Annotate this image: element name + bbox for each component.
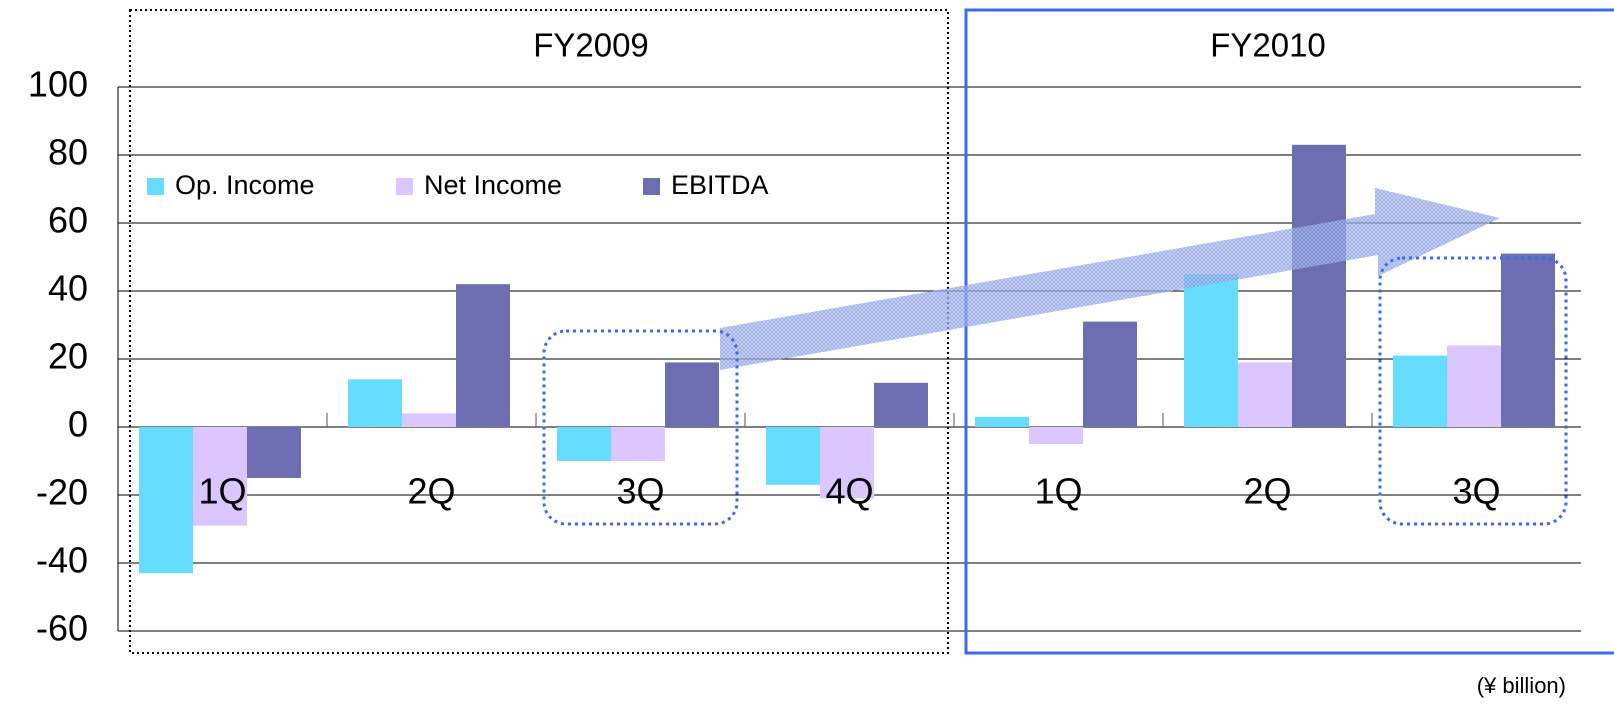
y-tick-label: 100 [28, 64, 88, 105]
y-tick-label: -20 [36, 472, 88, 513]
y-tick-label: 60 [48, 200, 88, 241]
x-tick-label: 4Q [825, 471, 873, 512]
x-tick-label: 1Q [198, 471, 246, 512]
bar [975, 416, 1029, 427]
x-tick-label: 2Q [407, 471, 455, 512]
legend-swatch [396, 178, 413, 195]
trend-arrow [720, 188, 1500, 370]
x-tick-label: 3Q [1452, 471, 1500, 512]
fy2010-box [964, 8, 1614, 655]
bar [1393, 355, 1447, 427]
fy2009-box [129, 9, 949, 654]
bar [874, 382, 928, 427]
bar [665, 362, 719, 427]
highlight-box [542, 329, 739, 526]
bar [611, 427, 665, 461]
bar [139, 427, 193, 574]
x-tick-label: 2Q [1243, 471, 1291, 512]
bar [348, 379, 402, 427]
legend-label: Op. Income [175, 170, 315, 200]
y-tick-label: 20 [48, 336, 88, 377]
y-tick-label: -60 [36, 608, 88, 649]
legend-label: EBITDA [671, 170, 769, 200]
bar [1184, 274, 1238, 427]
bar [1292, 144, 1346, 428]
y-tick-label: 40 [48, 268, 88, 309]
legend-label: Net Income [424, 170, 562, 200]
y-tick-label: -40 [36, 540, 88, 581]
group-label: FY2009 [533, 27, 649, 64]
legend-swatch [147, 178, 164, 195]
bar [820, 427, 874, 499]
x-tick-label: 3Q [616, 471, 664, 512]
group-label: FY2010 [1210, 27, 1326, 64]
bar [402, 413, 456, 427]
highlight-box [1378, 256, 1568, 526]
bar [1029, 427, 1083, 444]
y-tick-label: 0 [68, 404, 88, 445]
bar [766, 427, 820, 485]
bar [557, 427, 611, 461]
bar [247, 427, 301, 478]
bar [456, 284, 510, 427]
y-tick-label: 80 [48, 132, 88, 173]
bar [1083, 321, 1137, 427]
unit-note: (¥ billion) [1477, 673, 1566, 698]
legend-swatch [643, 178, 660, 195]
x-tick-label: 1Q [1034, 471, 1082, 512]
bar [1501, 253, 1555, 427]
bar [1238, 362, 1292, 427]
bar [1447, 345, 1501, 427]
bar [193, 427, 247, 526]
